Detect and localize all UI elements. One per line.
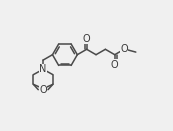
Text: O: O — [120, 44, 128, 54]
Text: O: O — [111, 60, 119, 70]
Text: N: N — [39, 64, 47, 74]
Text: O: O — [39, 85, 47, 95]
Text: O: O — [83, 34, 90, 44]
